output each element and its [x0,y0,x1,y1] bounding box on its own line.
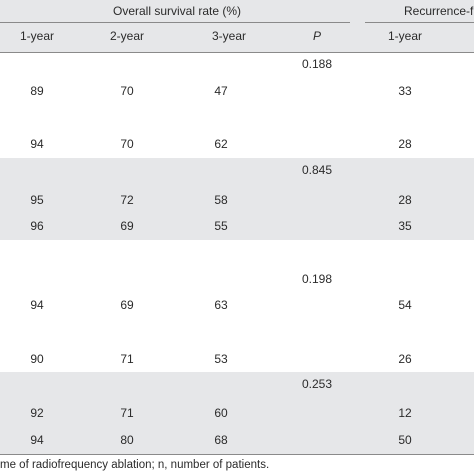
cell-2year: 69 [120,219,134,233]
header-col-rec-1year: 1-year [387,29,423,43]
header-recurrence-underline [365,22,474,23]
cell-rec-1year: 54 [398,298,412,312]
cell-3year: 55 [214,219,228,233]
cell-1year: 90 [30,352,44,366]
header-col-2year: 2-year [109,29,145,43]
cell-3year: 63 [214,298,228,312]
cell-1year: 94 [30,433,44,447]
row-band-2 [0,158,474,240]
p-value: 0.845 [301,163,333,177]
header-bottom-rule [0,52,474,53]
p-value: 0.198 [301,272,333,286]
header-recurrence-free: Recurrence-f [404,4,474,18]
cell-2year: 72 [120,193,134,207]
cell-rec-1year: 33 [398,84,412,98]
cell-3year: 58 [214,193,228,207]
p-value: 0.253 [301,377,333,391]
header-overall-survival: Overall survival rate (%) [112,4,242,18]
p-value: 0.188 [301,57,333,71]
cell-rec-1year: 28 [398,137,412,151]
cell-rec-1year: 50 [398,433,412,447]
cell-1year: 94 [30,298,44,312]
header-col-3year: 3-year [211,29,247,43]
cell-rec-1year: 28 [398,193,412,207]
header-overall-underline [0,22,350,23]
cell-2year: 70 [120,84,134,98]
cell-3year: 60 [214,406,228,420]
cell-2year: 71 [120,406,134,420]
cell-rec-1year: 12 [398,406,412,420]
header-band [0,0,474,52]
table-bottom-rule [0,454,474,455]
cell-2year: 71 [120,352,134,366]
cell-2year: 80 [120,433,134,447]
table-footnote: me of radiofrequency ablation; n, number… [0,459,270,471]
cell-1year: 89 [30,84,44,98]
cell-3year: 53 [214,352,228,366]
cell-1year: 94 [30,137,44,151]
row-band-4 [0,372,474,454]
header-col-1year: 1-year [19,29,55,43]
cell-2year: 70 [120,137,134,151]
cell-2year: 69 [120,298,134,312]
header-col-p: P [312,29,322,43]
cell-1year: 96 [30,219,44,233]
cell-3year: 47 [214,84,228,98]
cell-rec-1year: 35 [398,219,412,233]
cell-1year: 92 [30,406,44,420]
cell-3year: 68 [214,433,228,447]
cell-rec-1year: 26 [398,352,412,366]
cell-3year: 62 [214,137,228,151]
cell-1year: 95 [30,193,44,207]
